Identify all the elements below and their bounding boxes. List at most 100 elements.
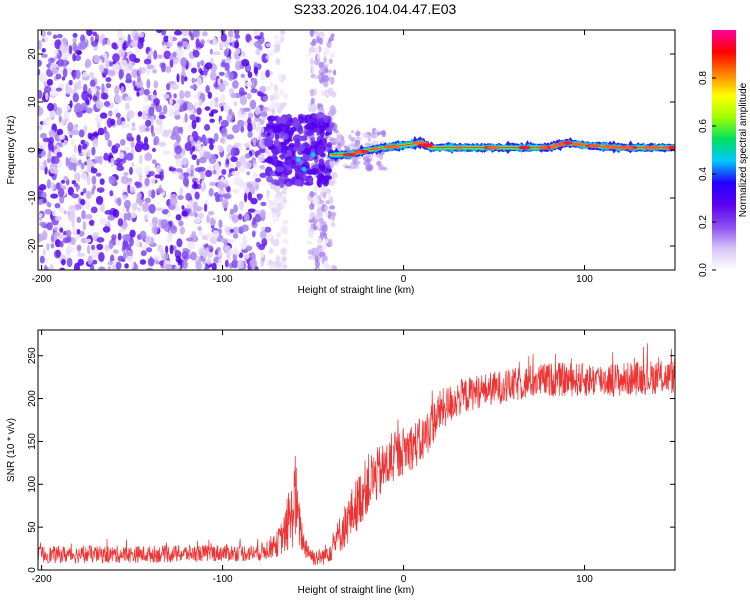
spectrogram-noise-cell	[148, 189, 152, 198]
spectrogram-noise-cell	[73, 262, 80, 270]
spectrogram-noise-cell	[176, 73, 180, 83]
spectrogram-noise-cell	[114, 94, 123, 104]
spectrogram-noise-cell	[78, 129, 85, 138]
spectrogram-noise-cell	[262, 116, 266, 122]
spectrogram-noise-cell	[220, 105, 224, 112]
colorbar-ticks: 0.0 0.2 0.4 0.6 0.8	[698, 71, 716, 277]
spectrogram-noise-cell	[84, 199, 91, 210]
spectrogram-noise-cell	[112, 53, 120, 63]
spectrogram-noise-cell	[209, 143, 214, 151]
spectrogram-noise-cell	[355, 131, 361, 137]
spectrogram-noise-cell	[199, 156, 207, 164]
spectrogram-noise-cell	[56, 151, 63, 158]
spectrogram-noise-cell	[280, 190, 287, 195]
spectrogram-noise-cell	[279, 88, 284, 96]
spectrogram-noise-cell	[226, 185, 231, 193]
spectrogram-noise-cell	[129, 166, 133, 175]
spectrogram-noise-cell	[127, 33, 131, 44]
spectrogram-noise-cell	[370, 134, 377, 139]
spectrogram-noise-cell	[55, 182, 60, 190]
spectrogram-noise-cell	[245, 245, 253, 252]
spectrogram-noise-cell	[112, 63, 120, 70]
spectrogram-noise-cell	[72, 32, 78, 38]
spectrogram-noise-cell	[144, 165, 150, 176]
spectrogram-noise-cell	[198, 98, 203, 107]
spectrogram-noise-cell	[155, 188, 164, 194]
spectrogram-noise-cell	[150, 116, 155, 125]
spectrogram-noise-cell	[156, 104, 163, 113]
spectrogram-noise-cell	[239, 164, 247, 173]
spectrogram-noise-cell	[310, 140, 317, 147]
spectrogram-noise-cell	[62, 67, 68, 78]
spectrogram-noise-cell	[39, 221, 47, 227]
spectrogram-noise-cell	[38, 69, 41, 76]
spectrogram-noise-cell	[90, 244, 96, 251]
spectrogram-noise-cell	[254, 213, 262, 223]
spectrogram-noise-cell	[135, 238, 141, 248]
spectrogram-noise-cell	[177, 195, 184, 200]
spectrogram-noise-cell	[67, 122, 74, 132]
spectrogram-noise-cell	[326, 41, 332, 48]
spectrogram-noise-cell	[238, 200, 244, 210]
spectrogram-noise-cell	[214, 101, 219, 108]
spectrogram-noise-cell	[87, 255, 93, 265]
spectrogram-tone-hotspot	[518, 145, 528, 150]
spectrogram-noise-cell	[143, 136, 149, 146]
spectrogram-noise-cell	[294, 138, 300, 149]
spectrogram-noise-cell	[200, 39, 205, 45]
spectrogram-noise-cell	[126, 110, 135, 119]
spectrogram-noise-cell	[102, 226, 111, 233]
spectrogram-x-tick-label: 0	[401, 274, 407, 285]
spectrogram-noise-cell	[155, 164, 161, 173]
spectrogram-noise-cell	[98, 155, 103, 165]
spectrogram-noise-cell	[224, 62, 230, 72]
spectrogram-noise-cell	[120, 85, 125, 94]
spectrogram-noise-cell	[348, 134, 352, 140]
spectrogram-noise-cell	[190, 84, 198, 90]
spectrogram-noise-cell	[319, 231, 326, 237]
spectrogram-noise-cell	[82, 71, 88, 78]
spectrogram-noise-cell	[181, 205, 185, 210]
spectrogram-noise-cell	[308, 231, 314, 238]
spectrogram-noise-cell	[72, 53, 77, 62]
spectrogram-noise-cell	[91, 132, 100, 137]
spectrogram-noise-cell	[84, 60, 90, 69]
spectrogram-noise-cell	[175, 168, 183, 173]
spectrogram-noise-cell	[96, 243, 104, 251]
spectrogram-noise-cell	[211, 262, 217, 270]
spectrogram-noise-cell	[203, 124, 211, 131]
spectrogram-noise-cell	[63, 110, 69, 120]
colorbar-tick-label: 0.2	[698, 215, 709, 229]
spectrogram-noise-cell	[129, 236, 134, 247]
spectrogram-noise-cell	[192, 49, 200, 58]
spectrogram-noise-cell	[207, 91, 213, 99]
spectrogram-noise-cell	[282, 255, 287, 263]
spectrogram-noise-cell	[135, 181, 143, 189]
spectrogram-noise-cell	[258, 38, 265, 44]
spectrogram-noise-cell	[241, 58, 250, 67]
spectrogram-noise-cell	[246, 183, 253, 189]
spectrogram-noise-cell	[330, 33, 335, 38]
spectrogram-noise-cell	[288, 142, 295, 149]
spectrogram-noise-cell	[198, 146, 206, 153]
spectrogram-noise-cell	[143, 58, 152, 65]
spectrogram-noise-cell	[207, 244, 213, 250]
snr-y-tick-label: 150	[27, 433, 38, 450]
spectrogram-noise-cell	[239, 181, 247, 189]
spectrogram-noise-cell	[266, 115, 277, 122]
spectrogram-noise-cell	[240, 125, 245, 133]
spectrogram-noise-cell	[99, 203, 105, 212]
spectrogram-noise-cell	[247, 208, 256, 213]
spectrogram-noise-cell	[227, 173, 231, 178]
spectrogram-noise-cell	[175, 134, 181, 144]
spectrogram-noise-cell	[237, 109, 242, 120]
spectrogram-noise-cell	[57, 58, 64, 67]
spectrogram-noise-cell	[304, 123, 311, 130]
spectrogram-noise-cell	[65, 156, 69, 167]
spectrogram-noise-cell	[232, 232, 239, 239]
spectrogram-noise-cell	[90, 206, 98, 214]
spectrogram-noise-cell	[146, 64, 155, 70]
spectrogram-noise-cell	[216, 181, 225, 190]
spectrogram-noise-cell	[103, 126, 107, 134]
spectrogram-noise-cell	[60, 258, 66, 266]
